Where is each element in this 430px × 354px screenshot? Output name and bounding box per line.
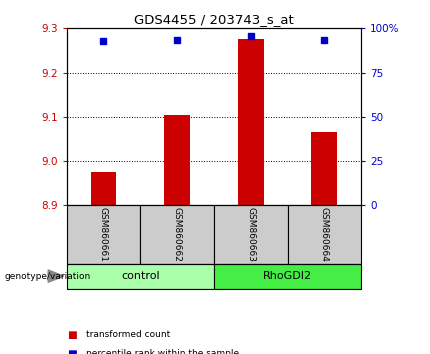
Bar [238, 39, 264, 205]
Bar [67, 205, 140, 264]
Title: GDS4455 / 203743_s_at: GDS4455 / 203743_s_at [134, 13, 294, 26]
Bar [214, 264, 361, 289]
Text: ■: ■ [67, 330, 77, 339]
Bar [164, 115, 190, 205]
Text: GSM860662: GSM860662 [172, 207, 181, 262]
Bar [288, 205, 361, 264]
Bar [140, 205, 214, 264]
Text: ■: ■ [67, 349, 77, 354]
Polygon shape [48, 270, 64, 282]
Bar [67, 264, 214, 289]
Bar [311, 132, 337, 205]
Text: genotype/variation: genotype/variation [4, 272, 91, 281]
Text: GSM860661: GSM860661 [99, 207, 108, 262]
Text: RhoGDI2: RhoGDI2 [263, 271, 312, 281]
Text: percentile rank within the sample: percentile rank within the sample [86, 349, 239, 354]
Text: control: control [121, 271, 160, 281]
Bar [91, 172, 117, 205]
Text: transformed count: transformed count [86, 330, 170, 339]
Text: GSM860663: GSM860663 [246, 207, 255, 262]
Text: GSM860664: GSM860664 [320, 207, 329, 262]
Bar [214, 205, 288, 264]
